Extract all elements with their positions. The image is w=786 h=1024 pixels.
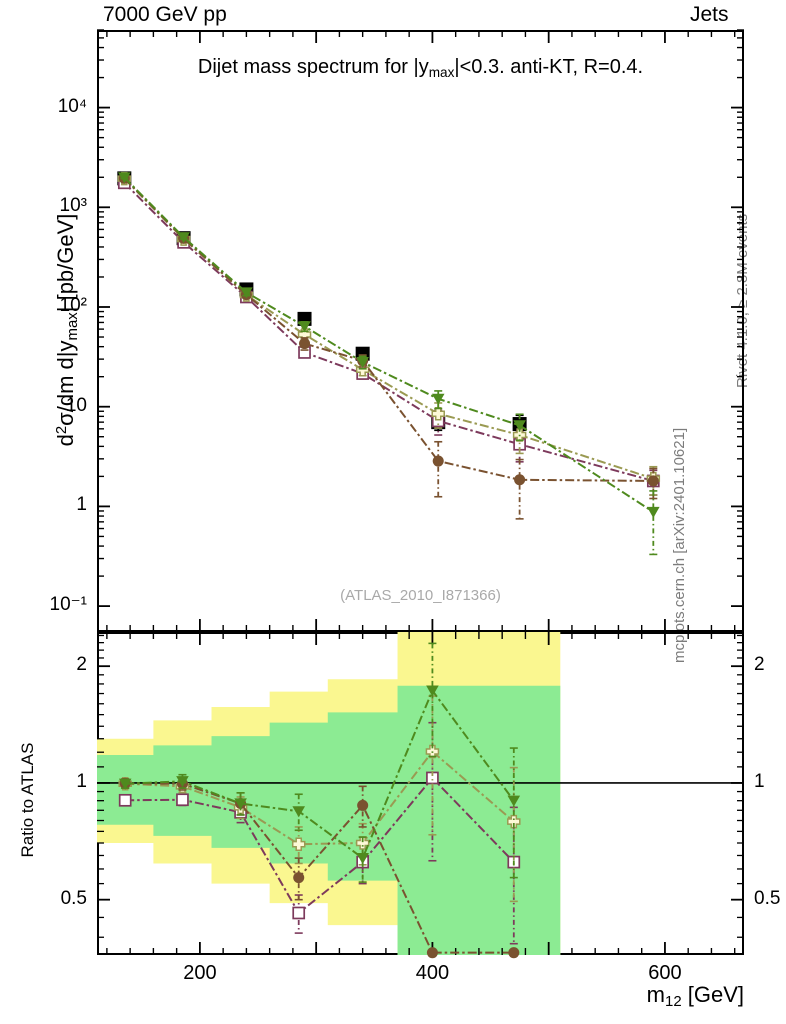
x-axis-title: m12 [GeV] xyxy=(647,984,744,1013)
marker-triangle-down xyxy=(118,778,132,790)
marker-square-open xyxy=(292,906,306,920)
marker-circle-filled xyxy=(293,872,305,884)
ratio-tick-label-right: 2 xyxy=(754,654,765,676)
marker-triangle-down xyxy=(426,685,439,697)
y-tick-label: 10² xyxy=(59,294,87,316)
plot-title: Dijet mass spectrum for |ymax|<0.3. anti… xyxy=(97,57,744,83)
marker-triangle-down xyxy=(513,420,526,432)
marker-triangle-down xyxy=(507,795,521,807)
marker-triangle-down xyxy=(356,357,369,369)
marker-triangle-down xyxy=(234,798,247,810)
main-plot-frame xyxy=(97,30,744,632)
marker-triangle-down xyxy=(298,321,311,333)
x-tick-label: 200 xyxy=(183,962,217,984)
plot-title-part2: |<0.3. anti-KT, R=0.4. xyxy=(454,56,644,78)
plot-title-sub: max xyxy=(428,64,455,80)
x-tick-label: 400 xyxy=(415,962,450,984)
series-line xyxy=(123,177,654,480)
ratio-tick-label-left: 0.5 xyxy=(60,887,87,909)
marker-square-open xyxy=(176,793,189,807)
marker-cross-open xyxy=(291,837,306,851)
marker-circle-filled xyxy=(426,947,438,959)
y-tick-label: 10 xyxy=(65,394,87,416)
ratio-tick-label-right: 1 xyxy=(754,770,765,792)
marker-circle-filled xyxy=(508,947,520,959)
y-tick-label: 10³ xyxy=(59,195,87,217)
ratio-tick-label-left: 1 xyxy=(76,770,87,792)
header-beam-label: 7000 GeV pp xyxy=(103,3,227,26)
marker-circle-filled xyxy=(432,455,444,467)
marker-triangle-down xyxy=(240,287,253,299)
x-axis-title-part1: m xyxy=(646,982,665,1007)
marker-cross-open xyxy=(431,406,445,421)
marker-triangle-down xyxy=(118,172,131,184)
marker-triangle-down xyxy=(356,852,369,865)
y-tick-label: 10⁻¹ xyxy=(49,594,88,616)
ratio-tick-label-left: 2 xyxy=(76,654,87,676)
marker-triangle-down xyxy=(177,232,190,244)
marker-triangle-down xyxy=(292,806,306,818)
marker-triangle-down xyxy=(647,506,660,518)
marker-cross-open xyxy=(507,814,521,829)
y-tick-label: 10⁴ xyxy=(57,95,87,117)
marker-circle-filled xyxy=(514,474,526,486)
series-line xyxy=(123,177,654,482)
plot-title-part1: Dijet mass spectrum for |y xyxy=(197,56,429,78)
marker-circle-filled xyxy=(647,475,659,487)
analysis-id-watermark: (ATLAS_2010_I871366) xyxy=(340,587,501,604)
marker-triangle-down xyxy=(176,776,189,788)
header-analysis-label: Jets xyxy=(690,3,729,26)
marker-circle-filled xyxy=(357,799,369,811)
x-tick-label: 600 xyxy=(648,962,682,984)
marker-cross-open xyxy=(355,836,370,850)
x-axis-title-sub: 12 xyxy=(665,993,682,1011)
x-axis-title-part2: [GeV] xyxy=(681,982,744,1007)
marker-circle-filled xyxy=(299,338,311,350)
ratio-tick-label-right: 0.5 xyxy=(754,887,781,909)
series-line xyxy=(123,176,654,513)
y-tick-label: 1 xyxy=(76,494,87,516)
uncertainty-band-green xyxy=(97,685,561,955)
marker-square-open xyxy=(118,793,132,807)
marker-triangle-down xyxy=(431,393,445,405)
series-line xyxy=(123,182,654,482)
